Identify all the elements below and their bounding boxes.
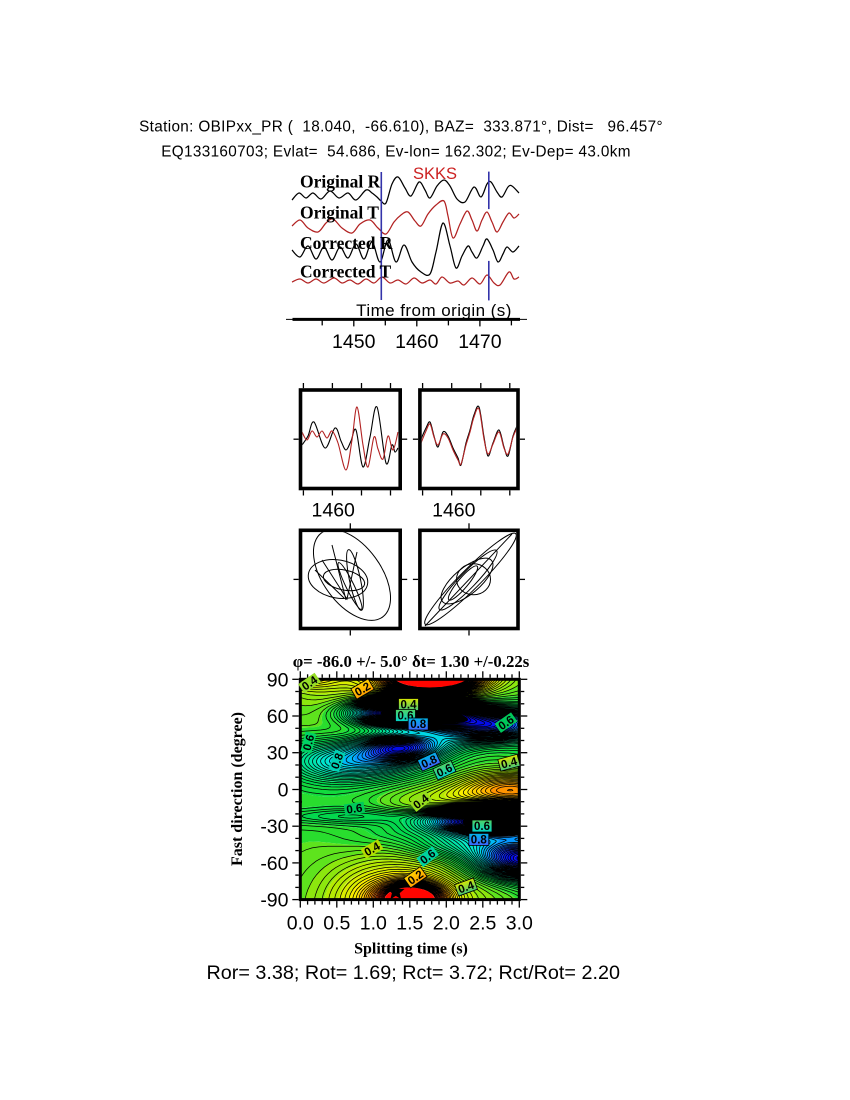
svg-text:60: 60 <box>267 706 289 728</box>
svg-text:Corrected R: Corrected R <box>300 233 393 253</box>
svg-text:Splitting time (s): Splitting time (s) <box>354 941 468 958</box>
svg-text:SKKS: SKKS <box>413 165 457 183</box>
svg-text:0.6: 0.6 <box>302 733 318 752</box>
svg-text:0.6: 0.6 <box>346 803 364 817</box>
svg-text:0.0: 0.0 <box>287 913 314 935</box>
svg-text:0.4: 0.4 <box>457 879 477 896</box>
svg-text:0.4: 0.4 <box>500 756 519 772</box>
svg-text:0.8: 0.8 <box>410 719 427 731</box>
svg-text:0.6: 0.6 <box>474 821 490 833</box>
svg-text:-30: -30 <box>260 816 288 838</box>
svg-text:Ror= 3.38; Rot= 1.69; Rct= 3.7: Ror= 3.38; Rot= 1.69; Rct= 3.72; Rct/Rot… <box>207 962 620 984</box>
svg-text:1.0: 1.0 <box>360 913 387 935</box>
svg-text:Time from origin (s): Time from origin (s) <box>356 301 512 320</box>
svg-text:Station: OBIPxx_PR ( 18.040,: Station: OBIPxx_PR ( 18.040, -66.610), B… <box>139 118 663 135</box>
svg-text:1470: 1470 <box>458 331 502 353</box>
svg-text:2.5: 2.5 <box>469 913 496 935</box>
svg-text:1.5: 1.5 <box>396 913 423 935</box>
svg-text:2.0: 2.0 <box>433 913 460 935</box>
svg-text:1460: 1460 <box>395 331 439 353</box>
svg-text:-90: -90 <box>260 890 288 912</box>
svg-text:1460: 1460 <box>312 500 356 522</box>
svg-text:1460: 1460 <box>432 500 476 522</box>
svg-text:Corrected T: Corrected T <box>300 262 392 282</box>
svg-text:0: 0 <box>278 779 289 801</box>
svg-text:φ= -86.0 +/- 5.0° δt= 1.30 +/-: φ= -86.0 +/- 5.0° δt= 1.30 +/-0.22s <box>293 652 530 671</box>
svg-text:90: 90 <box>267 669 289 691</box>
svg-text:Fast direction (degree): Fast direction (degree) <box>229 712 246 866</box>
svg-text:-60: -60 <box>260 853 288 875</box>
svg-text:EQ133160703; Evlat= 54.686, E: EQ133160703; Evlat= 54.686, Ev-lon= 162.… <box>161 143 631 160</box>
svg-text:30: 30 <box>267 743 289 765</box>
svg-text:1450: 1450 <box>332 331 376 353</box>
svg-text:0.8: 0.8 <box>471 834 488 846</box>
svg-text:3.0: 3.0 <box>506 913 533 935</box>
svg-text:0.5: 0.5 <box>323 913 350 935</box>
svg-text:Original T: Original T <box>300 203 379 223</box>
svg-text:0.4: 0.4 <box>401 700 418 712</box>
svg-text:0.8: 0.8 <box>330 751 347 771</box>
svg-text:Original R: Original R <box>300 172 381 192</box>
